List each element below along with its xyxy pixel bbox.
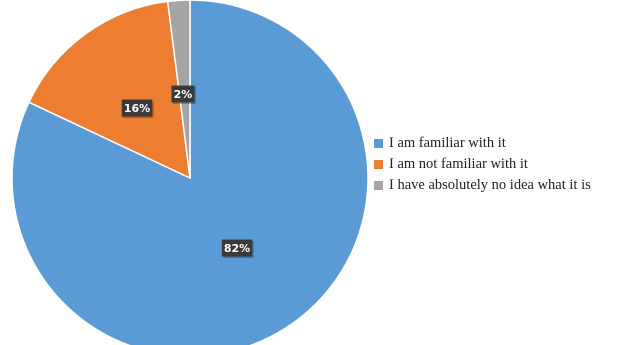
legend: I am familiar with it I am not familiar … — [374, 133, 591, 196]
data-label-text-not-familiar: 16% — [124, 102, 150, 115]
data-label-box-familiar — [221, 239, 253, 257]
legend-swatch-familiar — [374, 139, 383, 148]
legend-swatch-no-idea — [374, 181, 383, 190]
legend-label-familiar: I am familiar with it — [389, 135, 506, 151]
data-label-box-not-familiar — [121, 99, 153, 117]
legend-label-no-idea: I have absolutely no idea what it is — [389, 177, 591, 193]
data-label-no-idea: 2% — [171, 85, 196, 104]
legend-item-not-familiar: I am not familiar with it — [374, 154, 591, 175]
data-label-familiar: 82% — [221, 239, 254, 258]
data-label-text-no-idea: 2% — [174, 88, 193, 101]
legend-item-no-idea: I have absolutely no idea what it is — [374, 175, 591, 196]
data-label-text-familiar: 82% — [224, 242, 250, 255]
pie-slice-familiar — [11, 0, 369, 345]
legend-label-not-familiar: I am not familiar with it — [389, 156, 528, 172]
data-label-box-no-idea — [171, 85, 195, 103]
pie-slice-not-familiar — [27, 0, 191, 180]
data-label-not-familiar: 16% — [121, 99, 154, 118]
legend-item-familiar: I am familiar with it — [374, 133, 591, 154]
legend-swatch-not-familiar — [374, 160, 383, 169]
